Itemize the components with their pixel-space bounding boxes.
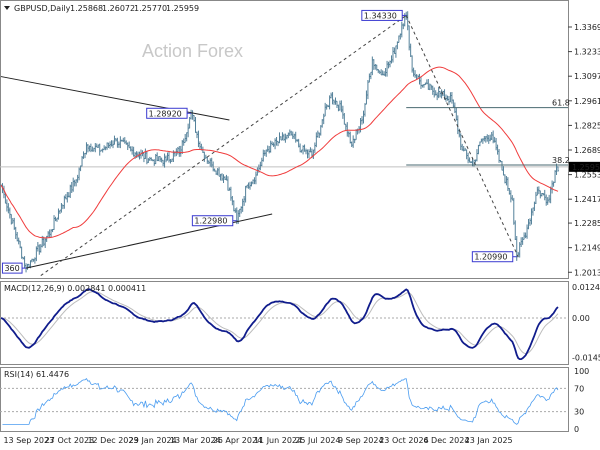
annotation-label: 1.28920 — [149, 109, 182, 118]
macd-title: MACD(12,26,9) 0.002841 0.000411 — [4, 284, 146, 293]
x-tick-label: 26 Apr 2024 — [213, 436, 262, 445]
macd-panel-border — [0, 281, 569, 365]
price-tick-label: 1.22850 — [574, 219, 600, 228]
symbol-title: GBPUSD,Daily — [14, 4, 71, 13]
x-tick-label: 27 Oct 2023 — [45, 436, 94, 445]
annotation-label: 1.20990 — [474, 253, 507, 262]
x-tick-label: 11 Jun 2024 — [254, 436, 302, 445]
price-tick-label: 1.26890 — [574, 146, 600, 155]
x-tick-label: 12 Dec 2023 — [87, 436, 138, 445]
main-panel-border — [0, 0, 569, 279]
x-tick-label: 25 Jul 2024 — [295, 436, 340, 445]
annotation-label: 360 — [4, 264, 19, 273]
price-tick-label: 1.28250 — [574, 121, 600, 130]
annotation-label: 1.34330 — [364, 11, 397, 20]
rsi-title: RSI(14) 61.4476 — [4, 370, 69, 379]
price-tick-label: 1.33690 — [574, 23, 600, 32]
ohlc-open: 1.25868 — [70, 4, 103, 13]
fall-projection — [405, 15, 519, 257]
lower-trendline — [25, 213, 273, 269]
x-tick-label: 23 Jan 2025 — [465, 436, 513, 445]
upper-trendline — [0, 76, 230, 121]
x-tick-label: 13 Mar 2024 — [170, 436, 221, 445]
macd-line — [0, 288, 559, 360]
x-tick-label: 9 Sep 2024 — [338, 436, 384, 445]
price-annotation: 360 — [1, 262, 27, 274]
rsi-tick-label: 100 — [574, 367, 589, 376]
ohlc-high: 1.26072 — [102, 4, 135, 13]
price-tick-label: 1.30970 — [574, 72, 600, 81]
price-annotation: 1.28920 — [146, 107, 192, 119]
rsi-tick-label: 70 — [574, 384, 584, 393]
current-price-box — [569, 161, 600, 172]
ohlc-low: 1.25770 — [134, 4, 167, 13]
rsi-panel-border — [0, 367, 569, 432]
fib-level-label: 38.2 — [552, 156, 570, 165]
axes: 1.33690 1.32330 1.30970 1.29610 1.28250 1.268… — [3, 23, 600, 445]
macd-plot — [0, 288, 568, 360]
x-tick-label: 29 Jan 2024 — [129, 436, 177, 445]
macd-tick-label: 0.012403 — [572, 283, 600, 292]
macd-tick-label: -0.014502 — [572, 353, 600, 362]
rsi-line — [2, 378, 559, 425]
collapse-triangle-icon[interactable] — [4, 6, 10, 10]
ohlc-close: 1.25959 — [166, 4, 199, 13]
fib-level-label: 61.8 — [552, 99, 570, 108]
price-plot: 61.8 38.2 1.28920 1.22980 1.34330 1.20990 360 — [0, 9, 570, 276]
price-tick-label: 1.24170 — [574, 195, 600, 204]
price-tick-label: 1.20130 — [574, 268, 600, 277]
price-bars — [0, 11, 559, 273]
moving-average-line — [0, 66, 559, 239]
price-annotation: 1.20990 — [471, 251, 517, 263]
rsi-plot — [0, 378, 568, 425]
price-annotation: 1.22980 — [191, 215, 237, 227]
price-tick-label: 1.32330 — [574, 48, 600, 57]
x-tick-label: 6 Dec 2024 — [423, 436, 469, 445]
annotation-label: 1.22980 — [194, 217, 227, 226]
watermark: Action Forex — [142, 41, 243, 61]
rise-projection — [40, 15, 407, 276]
x-tick-label: 13 Sep 2023 — [3, 436, 54, 445]
macd-tick-label: 0.00 — [572, 314, 590, 323]
x-tick-label: 23 Oct 2024 — [379, 436, 428, 445]
current-price-label: 1.25959 — [572, 163, 600, 172]
price-annotation: 1.34330 — [361, 9, 407, 21]
price-tick-label: 1.25530 — [574, 171, 600, 180]
rsi-tick-label: 30 — [574, 408, 584, 417]
price-tick-label: 1.29610 — [574, 97, 600, 106]
price-tick-label: 1.21490 — [574, 244, 600, 253]
rsi-tick-label: 0 — [574, 425, 579, 434]
